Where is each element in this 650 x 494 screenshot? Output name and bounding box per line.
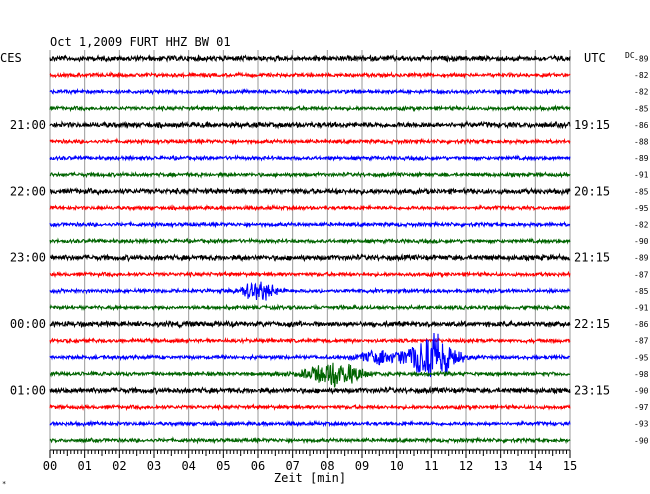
trace-line [49,403,571,412]
trace-line [49,170,571,179]
dc-value: -87 [634,270,649,279]
trace-line [49,54,571,63]
trace-line [49,362,571,388]
x-axis-label: Zeit [min] [274,471,346,485]
dc-value: -93 [634,420,649,429]
trace-line [49,203,571,212]
trace-line [49,220,571,229]
dc-value: -90 [634,436,649,445]
x-tick-label: 01 [77,459,91,473]
dc-value: -82 [634,88,649,97]
dc-value: -88 [634,138,649,147]
x-tick-label: 03 [147,459,161,473]
dc-value: -98 [634,370,649,379]
dc-value: -82 [634,221,649,230]
x-tick-label: 13 [493,459,507,473]
right-time-label: 22:15 [574,317,610,331]
trace-line [49,281,571,301]
trace-line [49,237,571,245]
right-time-label: 23:15 [574,384,610,398]
x-tick-label: 10 [389,459,403,473]
dc-value: -95 [634,204,649,213]
trace-line [49,332,571,378]
trace-line [49,319,571,329]
dc-value: -90 [634,237,649,246]
dc-value: -91 [634,304,649,313]
trace-line [49,154,571,162]
dc-values: -89 -82 -82 -85 -86 -88 -89 -91 -85 -95 -82 -90 -89 -… [634,55,649,446]
trace-line [49,252,571,263]
right-time-label: 19:15 [574,118,610,132]
right-time-label: 21:15 [574,251,610,265]
x-tick-label: 14 [528,459,542,473]
dc-value: -85 [634,287,649,296]
left-time-label: 21:00 [10,118,46,132]
dc-label: DC [625,51,635,60]
left-time-label: 01:00 [10,384,46,398]
time-labels: 21:00 22:00 23:00 00:00 01:00 19:15 20:15 21:15… [10,118,610,398]
left-time-label: 22:00 [10,184,46,198]
left-time-label: 23:00 [10,251,46,265]
left-time-label: 00:00 [10,317,46,331]
dc-value: -90 [634,387,649,396]
trace-line [49,436,571,445]
trace-line [49,385,571,396]
dc-value: -86 [634,320,649,329]
x-tick-label: 09 [355,459,369,473]
dc-value: -89 [634,154,649,163]
dc-value: -87 [634,337,649,346]
dc-value: -86 [634,121,649,130]
x-tick-label: 11 [424,459,438,473]
trace-line [49,270,571,279]
trace-line [49,119,571,130]
trace-line [49,104,571,113]
x-tick-label: 15 [563,459,577,473]
trace-line [49,137,571,146]
dc-value: -97 [634,403,649,412]
x-tick-label: 00 [43,459,57,473]
left-timezone-label: CES [0,51,22,65]
dc-value: -85 [634,104,649,113]
x-tick-label: 05 [216,459,230,473]
time-grid [49,50,571,450]
x-tick-label: 04 [181,459,195,473]
dc-value: -89 [634,55,649,64]
x-axis: 00 01 02 03 04 05 06 07 08 09 10 11 12 13 14 15 [43,449,577,473]
trace-line [49,419,571,428]
trace-line [49,87,571,96]
x-tick-label: 07 [285,459,299,473]
dc-value: -95 [634,353,649,362]
trace-line [49,186,571,197]
dc-value: -91 [634,171,649,180]
x-tick-label: 12 [459,459,473,473]
right-timezone-label: UTC [584,51,606,65]
trace-line [49,70,571,80]
trace-line [49,303,571,312]
seismic-traces [49,54,571,445]
x-tick-label: 08 [320,459,334,473]
dc-value: -85 [634,187,649,196]
right-time-label: 20:15 [574,184,610,198]
dc-value: -82 [634,71,649,80]
x-tick-label: 06 [251,459,265,473]
trace-line [49,336,571,345]
chart-title: Oct 1,2009 FURT HHZ BW 01 [50,35,231,49]
footer-mark: * [2,480,6,488]
x-tick-label: 02 [112,459,126,473]
dc-value: -89 [634,254,649,263]
